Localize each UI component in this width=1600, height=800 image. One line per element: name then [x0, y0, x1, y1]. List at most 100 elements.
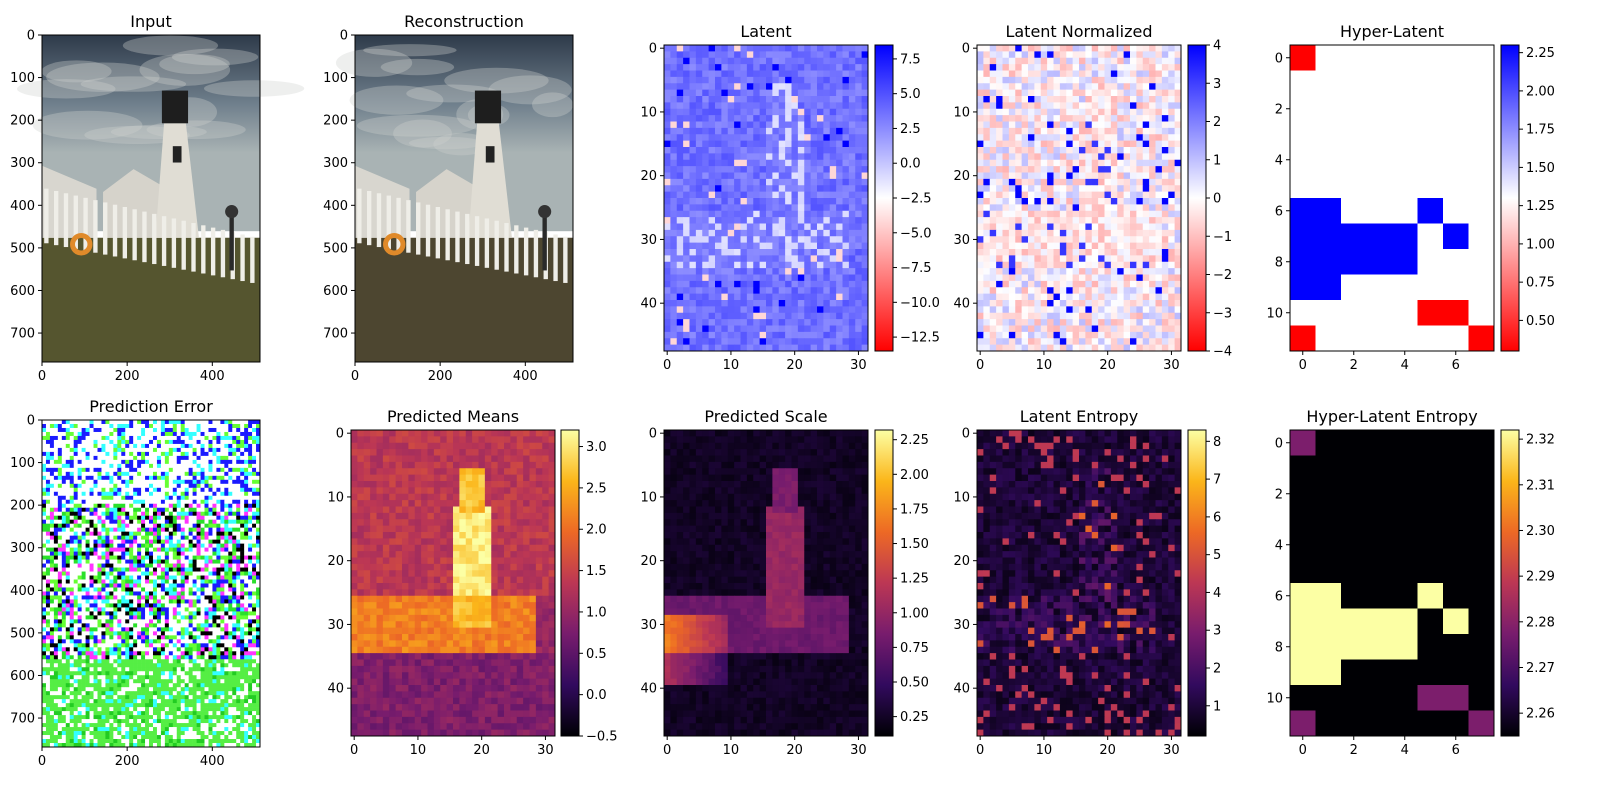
- heatmap-cell: [746, 191, 754, 199]
- heatmap-cell: [785, 300, 792, 307]
- error-pixel: [252, 455, 257, 461]
- heatmap-cell: [689, 249, 697, 256]
- error-pixel: [93, 507, 98, 513]
- heatmap-cell: [1028, 166, 1035, 173]
- heatmap-cell: [746, 178, 754, 186]
- heatmap-cell: [721, 217, 729, 224]
- error-pixel: [137, 443, 142, 449]
- error-pixel: [109, 503, 114, 509]
- heatmap-cell: [1028, 293, 1035, 301]
- heatmap-cell: [791, 274, 799, 282]
- heatmap-cell: [1085, 204, 1093, 212]
- heatmap-cell: [1002, 325, 1010, 333]
- error-pixel: [69, 511, 75, 517]
- heatmap-cell: [766, 300, 773, 307]
- heatmap-cell: [861, 185, 869, 193]
- heatmap-cell: [989, 89, 997, 97]
- heatmap-cell: [1040, 153, 1048, 161]
- heatmap-cell: [689, 108, 697, 116]
- error-pixel: [160, 507, 166, 513]
- heatmap-cell: [1117, 191, 1125, 199]
- error-pixel: [81, 483, 86, 489]
- heatmap-cell: [1008, 204, 1016, 212]
- heatmap-cell: [1072, 255, 1080, 263]
- error-pixel: [77, 483, 82, 489]
- heatmap-cell: [785, 45, 792, 52]
- heatmap-cell: [848, 191, 856, 199]
- heatmap-cell: [823, 83, 831, 91]
- heatmap-cell: [1015, 121, 1023, 129]
- error-pixel: [141, 527, 146, 532]
- heatmap-cell: [1015, 153, 1023, 161]
- error-pixel: [113, 420, 118, 425]
- heatmap-cell: [702, 338, 710, 346]
- error-pixel: [141, 523, 146, 528]
- heatmap-cell: [983, 134, 991, 142]
- heatmap-cell: [727, 45, 735, 52]
- heatmap-cell: [689, 115, 697, 122]
- error-pixel: [145, 471, 150, 477]
- heatmap-cell: [702, 178, 710, 186]
- heatmap-cell: [1040, 312, 1048, 320]
- heatmap-cell: [759, 178, 767, 186]
- error-pixel: [113, 495, 118, 501]
- heatmap-cell: [746, 261, 754, 269]
- heatmap-cell: [1085, 178, 1093, 186]
- heatmap-cell: [791, 249, 799, 256]
- heatmap-cell: [861, 140, 869, 148]
- heatmap-cell: [797, 134, 805, 142]
- heatmap-cell: [1008, 280, 1016, 288]
- heatmap-cell: [708, 331, 716, 339]
- fence-picket: [220, 229, 226, 278]
- heatmap-cell: [810, 191, 818, 199]
- heatmap-cell: [689, 268, 697, 275]
- heatmap-cell: [823, 236, 831, 244]
- heatmap-cell: [734, 236, 741, 244]
- error-pixel: [85, 519, 90, 524]
- error-pixel: [133, 427, 138, 433]
- heatmap-cell: [664, 115, 671, 122]
- heatmap-cell: [759, 229, 767, 237]
- heatmap-cell: [1142, 57, 1150, 65]
- heatmap-cell: [829, 166, 837, 173]
- heatmap-cell: [996, 102, 1003, 110]
- heatmap-cell: [810, 306, 818, 314]
- heatmap-cell: [1008, 64, 1016, 71]
- error-pixel: [232, 455, 237, 461]
- heatmap-cell: [759, 147, 767, 154]
- heatmap-cell: [1047, 57, 1054, 65]
- heatmap-cell: [766, 89, 773, 97]
- heatmap-cell: [989, 83, 997, 91]
- heatmap-cell: [1091, 229, 1099, 237]
- error-pixel: [220, 511, 225, 517]
- x-tick-label: 0: [38, 369, 46, 384]
- heatmap-cell: [1174, 178, 1182, 186]
- x-tick-label: 30: [1163, 358, 1180, 373]
- heatmap-cell: [1021, 331, 1029, 339]
- error-pixel: [42, 427, 47, 433]
- heatmap-cell: [1079, 344, 1086, 352]
- heatmap-cell: [1002, 96, 1010, 103]
- error-pixel: [129, 471, 134, 477]
- error-pixel: [204, 495, 209, 501]
- error-pixel: [61, 451, 67, 457]
- heatmap-cell: [1066, 70, 1074, 78]
- error-pixel: [188, 467, 193, 473]
- heatmap-cell: [715, 280, 722, 288]
- heatmap-cell: [721, 300, 729, 307]
- colorbar-tick-label: 1.50: [1526, 161, 1555, 176]
- error-pixel: [152, 523, 158, 528]
- heatmap-cell: [977, 178, 984, 186]
- heatmap-cell: [1174, 217, 1182, 224]
- heatmap-cell: [1028, 223, 1035, 231]
- heatmap-cell: [778, 76, 786, 84]
- heatmap-cell: [791, 325, 799, 333]
- error-pixel: [81, 455, 86, 461]
- error-pixel: [164, 503, 170, 509]
- heatmap-cell: [855, 274, 863, 282]
- heatmap-cell: [1021, 261, 1029, 269]
- heatmap-cell: [759, 57, 767, 65]
- error-pixel: [97, 503, 102, 509]
- heatmap-cell: [1117, 287, 1125, 295]
- heatmap-cell: [1443, 249, 1469, 275]
